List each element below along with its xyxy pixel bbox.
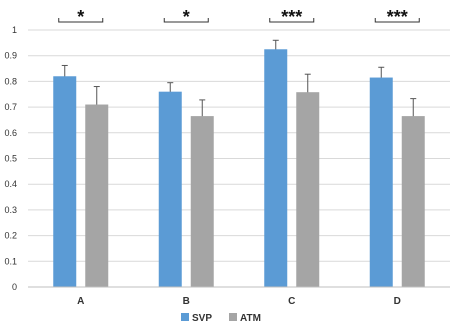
significance-bracket — [269, 18, 315, 23]
y-tick-label: 0.4 — [4, 179, 17, 189]
y-axis-ticks: 0 0.1 0.2 0.3 0.4 0.5 0.6 0.7 0.8 0.9 1 — [4, 25, 17, 292]
bar-svp-a — [53, 76, 77, 287]
legend-label-svp: SVP — [192, 313, 212, 324]
y-tick-label: 0.6 — [4, 128, 17, 138]
bar-svp-d — [369, 77, 393, 287]
x-axis-categories: A B C D — [77, 296, 401, 307]
significance-stars: *** — [281, 7, 302, 27]
significance-bracket — [163, 18, 209, 23]
bar-svp-c — [264, 49, 288, 288]
legend-swatch-svp — [181, 313, 189, 321]
bar-atm-d — [401, 116, 425, 287]
bar-svp-b — [158, 91, 182, 288]
significance-stars: * — [183, 7, 190, 27]
y-tick-label: 1 — [12, 25, 17, 35]
y-tick-label: 0.9 — [4, 51, 17, 61]
y-tick-label: 0.7 — [4, 102, 17, 112]
significance-stars: * — [77, 7, 84, 27]
significance-stars: *** — [387, 7, 408, 27]
legend-label-atm: ATM — [240, 313, 261, 324]
x-category-label: B — [183, 296, 190, 307]
significance-bracket — [374, 18, 420, 23]
legend: SVP ATM — [181, 313, 261, 324]
y-tick-label: 0.2 — [4, 231, 17, 241]
error-bars — [61, 39, 417, 135]
y-tick-label: 0.8 — [4, 76, 17, 86]
significance-bracket — [58, 18, 104, 23]
bar-atm-b — [190, 116, 214, 287]
significance-markers: * * *** *** — [58, 7, 420, 27]
x-category-label: D — [394, 296, 401, 307]
x-category-label: C — [288, 296, 295, 307]
y-tick-label: 0.1 — [4, 256, 17, 266]
bar-atm-c — [296, 92, 320, 287]
y-tick-label: 0.3 — [4, 205, 17, 215]
legend-swatch-atm — [229, 313, 237, 321]
bars — [53, 49, 425, 288]
y-tick-label: 0.5 — [4, 154, 17, 164]
y-tick-label: 0 — [12, 282, 17, 292]
x-category-label: A — [77, 296, 84, 307]
bar-atm-a — [85, 104, 109, 287]
